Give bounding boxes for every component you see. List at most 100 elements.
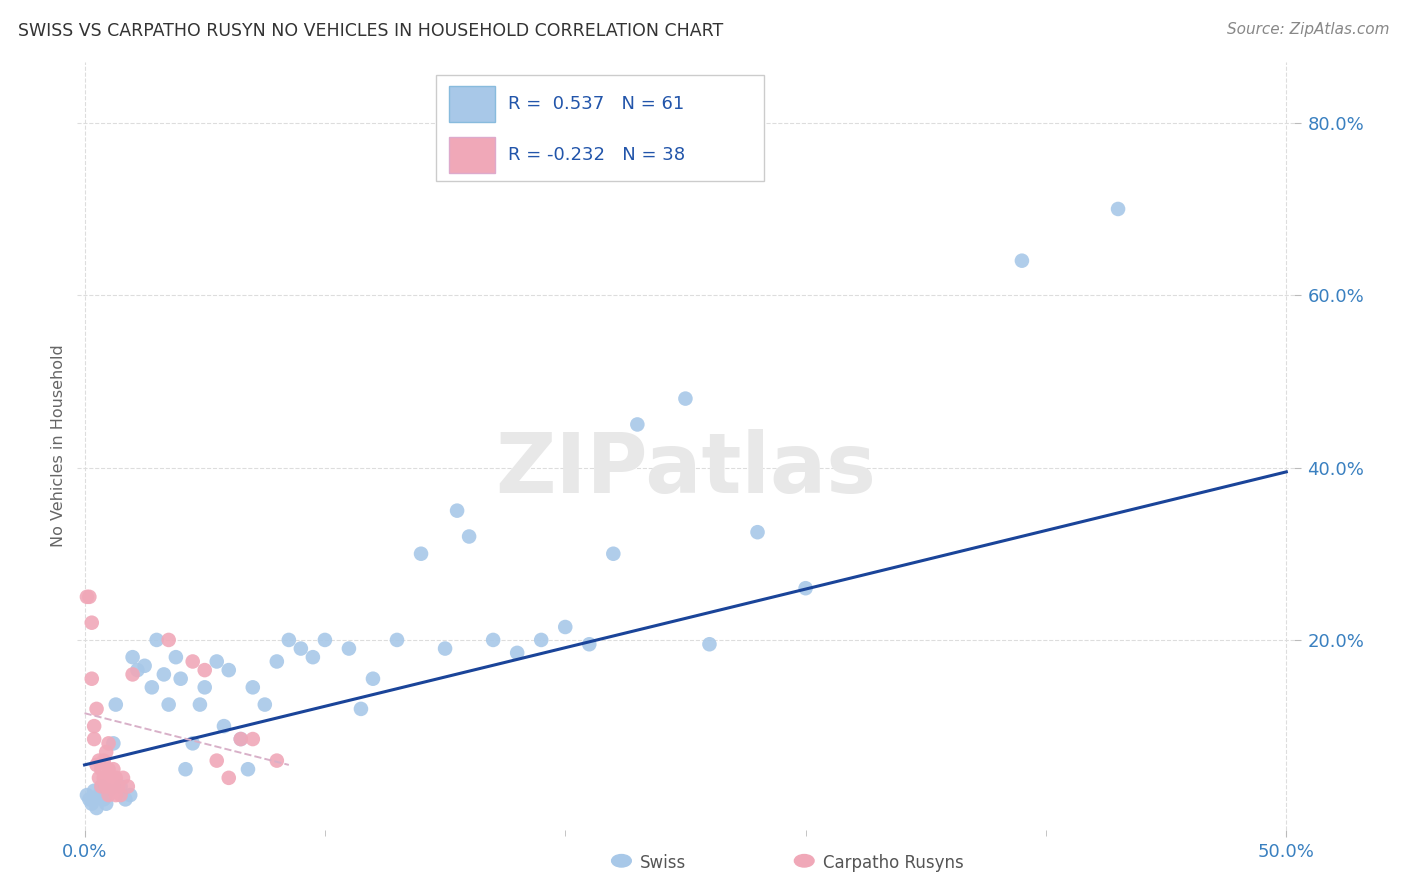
Point	[350, 702, 373, 716]
Point	[103, 780, 125, 794]
Point	[506, 646, 529, 660]
Point	[181, 736, 204, 750]
Point	[86, 758, 108, 772]
Point	[165, 650, 187, 665]
Point	[117, 780, 139, 794]
Point	[266, 754, 288, 768]
Point	[100, 771, 122, 785]
Point	[409, 547, 432, 561]
Point	[103, 736, 125, 750]
Text: SWISS VS CARPATHO RUSYN NO VEHICLES IN HOUSEHOLD CORRELATION CHART: SWISS VS CARPATHO RUSYN NO VEHICLES IN H…	[18, 22, 724, 40]
Point	[446, 503, 468, 517]
Text: Source: ZipAtlas.com: Source: ZipAtlas.com	[1226, 22, 1389, 37]
Point	[93, 754, 115, 768]
Point	[76, 788, 98, 802]
Point	[93, 792, 115, 806]
Point	[87, 788, 110, 802]
Point	[174, 762, 197, 776]
Point	[86, 702, 108, 716]
Point	[97, 788, 120, 802]
Point	[314, 632, 336, 647]
Point	[90, 780, 112, 794]
Point	[181, 655, 204, 669]
Point	[111, 771, 134, 785]
Point	[194, 663, 217, 677]
Point	[242, 732, 264, 747]
Point	[121, 650, 143, 665]
Point	[97, 784, 120, 798]
Point	[170, 672, 193, 686]
Point	[87, 771, 110, 785]
Point	[145, 632, 167, 647]
Point	[236, 762, 259, 776]
Point	[90, 762, 112, 776]
Point	[157, 698, 180, 712]
Point	[83, 719, 105, 733]
Point	[127, 663, 149, 677]
Point	[337, 641, 360, 656]
Point	[361, 672, 384, 686]
Point	[141, 681, 163, 695]
Point	[96, 780, 118, 794]
Point	[104, 788, 127, 802]
Point	[699, 637, 721, 651]
Point	[385, 632, 408, 647]
Point	[153, 667, 176, 681]
Point	[188, 698, 211, 712]
Point	[157, 632, 180, 647]
Point	[97, 736, 120, 750]
Point	[1107, 202, 1129, 216]
Point	[747, 525, 769, 540]
Point	[87, 754, 110, 768]
Text: Swiss: Swiss	[640, 855, 686, 872]
Point	[194, 681, 217, 695]
Point	[86, 801, 108, 815]
Point	[97, 762, 120, 776]
Point	[76, 590, 98, 604]
Point	[93, 771, 115, 785]
Point	[218, 663, 240, 677]
Point	[242, 681, 264, 695]
Point	[79, 792, 101, 806]
Point	[458, 529, 481, 543]
Point	[602, 547, 624, 561]
Point	[794, 581, 817, 595]
Point	[96, 745, 118, 759]
Point	[80, 797, 103, 811]
Point	[482, 632, 505, 647]
Text: ZIPatlas: ZIPatlas	[495, 428, 876, 509]
Point	[96, 797, 118, 811]
Point	[1011, 253, 1033, 268]
Point	[229, 732, 252, 747]
Point	[229, 732, 252, 747]
Point	[103, 762, 125, 776]
Point	[110, 780, 132, 794]
Point	[578, 637, 600, 651]
Point	[675, 392, 697, 406]
Point	[205, 754, 228, 768]
Point	[121, 667, 143, 681]
Point	[212, 719, 235, 733]
Point	[134, 658, 156, 673]
Point	[554, 620, 576, 634]
Point	[434, 641, 457, 656]
Y-axis label: No Vehicles in Household: No Vehicles in Household	[51, 344, 66, 548]
Point	[80, 672, 103, 686]
Point	[290, 641, 312, 656]
Point	[83, 784, 105, 798]
Point	[253, 698, 276, 712]
Point	[218, 771, 240, 785]
Point	[626, 417, 648, 432]
Point	[79, 590, 101, 604]
Point	[110, 788, 132, 802]
Point	[277, 632, 299, 647]
Point	[83, 732, 105, 747]
Point	[100, 780, 122, 794]
Point	[302, 650, 325, 665]
Point	[530, 632, 553, 647]
Point	[80, 615, 103, 630]
Point	[114, 792, 136, 806]
Point	[120, 788, 142, 802]
Point	[266, 655, 288, 669]
Point	[107, 780, 129, 794]
